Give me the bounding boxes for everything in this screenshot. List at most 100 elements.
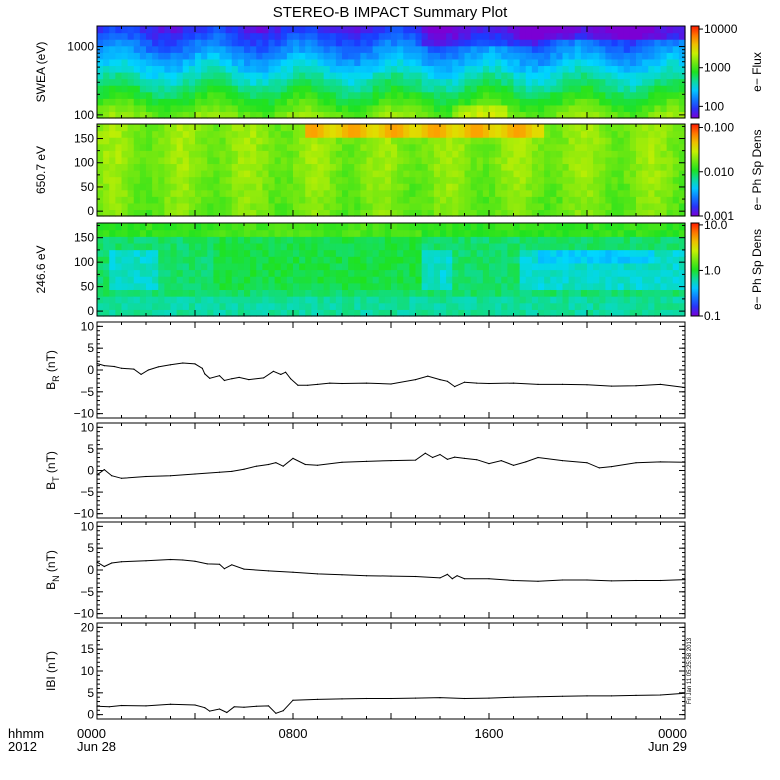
spectrogram-cell	[654, 296, 662, 304]
spectrogram-cell	[568, 65, 576, 73]
spectrogram-cell	[384, 26, 392, 34]
spectrogram-cell	[139, 124, 147, 132]
spectrogram-cell	[280, 202, 288, 211]
spectrogram-cell	[146, 104, 153, 113]
spectrogram-cell	[299, 65, 306, 73]
spectrogram-cell	[501, 223, 508, 231]
spectrogram-cell	[593, 189, 600, 197]
spectrogram-cell	[256, 223, 263, 231]
spectrogram-cell	[678, 256, 686, 264]
spectrogram-cell	[391, 26, 398, 34]
spectrogram-cell	[109, 52, 116, 60]
spectrogram-cell	[384, 170, 392, 178]
spectrogram-cell	[103, 183, 110, 191]
spectrogram-cell	[415, 196, 423, 204]
spectrogram-cell	[513, 256, 521, 264]
spectrogram-cell	[562, 39, 570, 47]
spectrogram-cell	[170, 45, 178, 53]
spectrogram-cell	[519, 163, 527, 171]
spectrogram-cell	[244, 72, 251, 80]
spectrogram-cell	[360, 58, 368, 67]
spectrogram-cell	[495, 236, 502, 244]
spectrogram-cell	[133, 78, 141, 86]
spectrogram-cell	[164, 189, 172, 197]
spectrogram-cell	[556, 72, 564, 80]
spectrogram-cell	[127, 176, 135, 184]
spectrogram-cell	[476, 111, 484, 119]
colorbar-tick-label: 100	[704, 99, 724, 113]
spectrogram-cell	[195, 209, 202, 217]
spectrogram-cell	[525, 58, 533, 67]
spectrogram-cell	[378, 229, 386, 237]
spectrogram-cell	[219, 302, 227, 310]
spectrogram-cell	[139, 32, 147, 40]
spectrogram-cell	[237, 269, 245, 277]
spectrogram-cell	[440, 196, 447, 204]
spectrogram-cell	[391, 196, 398, 204]
spectrogram-cell	[415, 150, 423, 158]
spectrogram-cell	[372, 32, 380, 40]
spectrogram-cell	[452, 98, 459, 106]
spectrogram-cell	[482, 111, 490, 119]
spectrogram-cell	[574, 58, 582, 67]
data-point	[267, 705, 270, 707]
spectrogram-cell	[195, 170, 202, 178]
spectrogram-cell	[427, 98, 435, 106]
spectrogram-cell	[329, 196, 337, 204]
spectrogram-cell	[501, 137, 508, 145]
spectrogram-cell	[556, 183, 564, 191]
spectrogram-cell	[311, 124, 319, 132]
spectrogram-cell	[139, 85, 147, 93]
spectrogram-cell	[188, 170, 196, 178]
spectrogram-cell	[538, 170, 545, 178]
spectrogram-cell	[176, 124, 184, 132]
spectrogram-cell	[323, 309, 331, 317]
spectrogram-cell	[672, 269, 680, 277]
data-point	[476, 382, 478, 384]
spectrogram-cell	[660, 262, 668, 271]
spectrogram-cell	[678, 124, 686, 132]
spectrogram-cell	[654, 58, 662, 67]
spectrogram-cell	[538, 289, 545, 297]
spectrogram-cell	[133, 91, 141, 99]
spectrogram-cell	[244, 189, 251, 197]
data-point	[255, 465, 257, 467]
spectrogram-cell	[115, 163, 123, 171]
spectrogram-cell	[642, 137, 649, 145]
spectrogram-cell	[152, 256, 159, 264]
spectrogram-cell	[599, 236, 606, 244]
spectrogram-cell	[213, 242, 221, 251]
spectrogram-cell	[507, 242, 515, 251]
spectrogram-cell	[348, 72, 355, 80]
spectrogram-cell	[146, 229, 153, 237]
spectrogram-cell	[256, 189, 263, 197]
colorbar-label: e− Flux	[750, 52, 764, 92]
spectrogram-cell	[427, 78, 435, 86]
y-tick-label: −10	[74, 407, 95, 421]
spectrogram-cell	[605, 242, 613, 251]
spectrogram-cell	[636, 282, 643, 291]
spectrogram-cell	[366, 209, 374, 217]
spectrogram-cell	[335, 150, 343, 158]
spectrogram-cell	[642, 296, 649, 304]
spectrogram-cell	[519, 209, 527, 217]
spectrogram-cell	[538, 104, 545, 113]
spectrogram-cell	[133, 170, 141, 178]
y-tick-label: 150	[74, 231, 94, 245]
data-point	[586, 462, 588, 464]
spectrogram-cell	[482, 302, 490, 310]
spectrogram-cell	[544, 276, 551, 284]
spectrogram-cell	[158, 32, 165, 40]
spectrogram-cell	[170, 276, 178, 284]
spectrogram-cell	[415, 202, 423, 211]
spectrogram-cell	[342, 39, 349, 47]
spectrogram-cell	[348, 91, 355, 99]
spectrogram-cell	[280, 289, 288, 297]
spectrogram-cell	[311, 45, 319, 53]
spectrogram-cell	[568, 276, 576, 284]
spectrogram-cell	[372, 256, 380, 264]
spectrogram-cell	[115, 104, 123, 113]
spectrogram-cell	[611, 242, 619, 251]
spectrogram-cell	[593, 150, 600, 158]
spectrogram-cell	[495, 223, 502, 231]
